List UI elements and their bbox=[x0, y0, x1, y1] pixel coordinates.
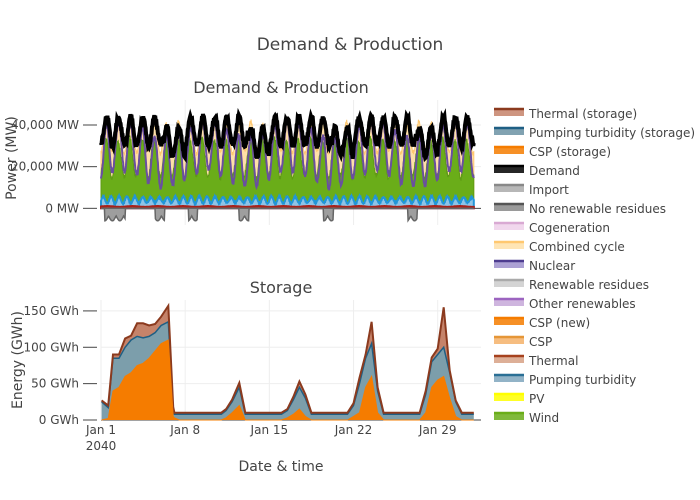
panel2-title: Storage bbox=[250, 278, 313, 297]
legend-swatch bbox=[494, 128, 524, 135]
legend-item[interactable]: Thermal bbox=[494, 354, 578, 368]
panel2-xtick-label: Jan 1 bbox=[85, 423, 116, 437]
legend-item[interactable]: Nuclear bbox=[494, 259, 575, 273]
legend-label: Import bbox=[529, 183, 569, 197]
legend: Thermal (storage) Pumping turbidity (stor… bbox=[494, 107, 695, 425]
legend-label: No renewable residues bbox=[529, 202, 666, 216]
legend-label: CSP bbox=[529, 335, 552, 349]
legend-label: CSP (new) bbox=[529, 316, 590, 330]
legend-item[interactable]: CSP (storage) bbox=[494, 145, 611, 159]
panel2-xtick-label: Jan 22 bbox=[334, 423, 373, 437]
legend-swatch bbox=[494, 261, 524, 268]
legend-item[interactable]: Other renewables bbox=[494, 297, 636, 311]
series-pumping-area bbox=[100, 192, 475, 210]
series-import-area bbox=[101, 207, 474, 223]
legend-swatch bbox=[494, 299, 524, 306]
series-thermal-storage-line bbox=[100, 302, 474, 414]
legend-item[interactable]: Pumping turbidity bbox=[494, 373, 636, 387]
legend-item[interactable]: CSP bbox=[494, 335, 552, 349]
series-demand-line bbox=[99, 107, 476, 164]
legend-label: PV bbox=[529, 392, 545, 406]
legend-swatch bbox=[494, 166, 524, 173]
panel2-ytick-label: 50 GWh bbox=[31, 377, 79, 391]
legend-item[interactable]: CSP (new) bbox=[494, 316, 590, 330]
legend-label: Pumping turbidity bbox=[529, 373, 636, 387]
legend-item[interactable]: Cogeneration bbox=[494, 221, 610, 235]
legend-label: Thermal bbox=[528, 354, 578, 368]
panel2-xtick-label: Jan 8 bbox=[169, 423, 200, 437]
legend-swatch bbox=[494, 223, 524, 230]
panel2-xtick-label: Jan 15 bbox=[250, 423, 289, 437]
legend-item[interactable]: Thermal (storage) bbox=[494, 107, 637, 121]
page-title: Demand & Production bbox=[257, 35, 444, 55]
series-csp-storage-line bbox=[101, 339, 474, 421]
legend-swatch bbox=[494, 318, 524, 325]
legend-item[interactable]: Import bbox=[494, 183, 569, 197]
legend-swatch bbox=[494, 109, 524, 116]
panel2-ytick-label: 100 GWh bbox=[24, 340, 80, 354]
legend-label: Demand bbox=[529, 164, 580, 178]
legend-label: Thermal (storage) bbox=[528, 107, 637, 121]
legend-label: Cogeneration bbox=[529, 221, 610, 235]
legend-item[interactable]: Demand bbox=[494, 164, 580, 178]
legend-label: Wind bbox=[529, 411, 559, 425]
panel1-ylabel: Power (MW) bbox=[4, 116, 20, 200]
legend-swatch bbox=[494, 147, 524, 154]
legend-label: CSP (storage) bbox=[529, 145, 611, 159]
legend-swatch bbox=[494, 204, 524, 211]
legend-swatch bbox=[494, 337, 524, 344]
legend-swatch bbox=[494, 356, 524, 363]
panel2-xlabel: Date & time bbox=[239, 459, 324, 475]
legend-label: Nuclear bbox=[529, 259, 575, 273]
legend-label: Pumping turbidity (storage) bbox=[529, 126, 695, 140]
legend-item[interactable]: Combined cycle bbox=[494, 240, 625, 254]
legend-swatch bbox=[494, 242, 524, 249]
panel1-title: Demand & Production bbox=[193, 78, 369, 97]
legend-item[interactable]: No renewable residues bbox=[494, 202, 666, 216]
series-pumping-storage-line bbox=[101, 320, 474, 415]
legend-swatch bbox=[494, 413, 524, 420]
panel-demand-production: Demand & Production 0 MW 20,000 MW 40,000 … bbox=[4, 78, 481, 225]
panel-storage: Storage 0 GWh 50 GWh 100 GWh 150 GWh Jan 1 J… bbox=[10, 278, 481, 475]
panel2-xtick-year: 2040 bbox=[86, 439, 117, 453]
legend-label: Other renewables bbox=[529, 297, 636, 311]
legend-swatch bbox=[494, 375, 524, 382]
legend-item[interactable]: PV bbox=[494, 392, 545, 406]
legend-swatch bbox=[494, 280, 524, 287]
legend-label: Combined cycle bbox=[529, 240, 625, 254]
legend-swatch bbox=[494, 394, 524, 401]
legend-swatch bbox=[494, 185, 524, 192]
panel1-ytick-label: 0 MW bbox=[45, 201, 79, 215]
legend-item[interactable]: Renewable residues bbox=[494, 278, 649, 292]
series-csp-storage-area bbox=[101, 340, 474, 420]
panel2-ytick-label: 150 GWh bbox=[24, 304, 80, 318]
panel2-xtick-label: Jan 29 bbox=[418, 423, 457, 437]
panel2-ylabel: Energy (GWh) bbox=[10, 311, 26, 409]
legend-item[interactable]: Pumping turbidity (storage) bbox=[494, 126, 695, 140]
legend-item[interactable]: Wind bbox=[494, 411, 559, 425]
legend-label: Renewable residues bbox=[529, 278, 649, 292]
panel1-ytick-label: 20,000 MW bbox=[11, 160, 79, 174]
panel2-ytick-label: 0 GWh bbox=[39, 413, 79, 427]
panel1-ytick-label: 40,000 MW bbox=[11, 118, 79, 132]
